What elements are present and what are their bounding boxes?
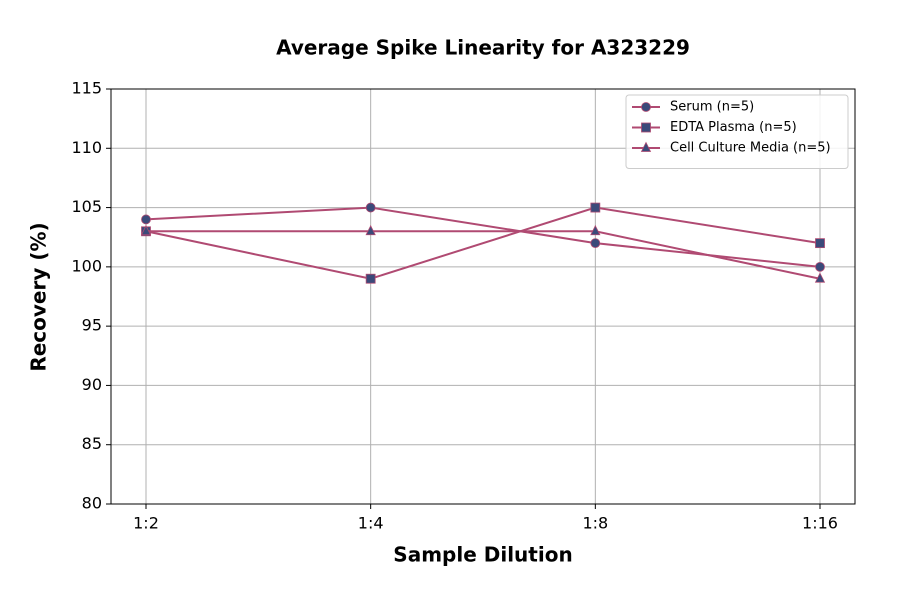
y-tick-label: 100 bbox=[71, 256, 102, 275]
x-tick-label: 1:2 bbox=[133, 514, 159, 533]
marker bbox=[590, 224, 601, 236]
marker bbox=[365, 224, 376, 236]
x-tick-label: 1:8 bbox=[582, 514, 608, 533]
marker bbox=[641, 102, 651, 112]
y-axis-label: Recovery (%) bbox=[27, 222, 51, 371]
series-line bbox=[146, 230, 821, 280]
marker bbox=[365, 273, 376, 284]
marker bbox=[815, 238, 825, 249]
legend: Serum (n=5) EDTA Plasma (n=5) Cell Culture… bbox=[625, 94, 849, 169]
y-tick-label: 85 bbox=[82, 434, 102, 453]
marker bbox=[590, 238, 601, 249]
chart-title: Average Spike Linearity for A323229 bbox=[276, 36, 690, 60]
marker bbox=[815, 261, 825, 272]
legend-box bbox=[625, 94, 849, 169]
marker bbox=[365, 202, 376, 213]
marker bbox=[641, 122, 651, 133]
y-tick-label: 115 bbox=[71, 79, 102, 98]
y-tick-label: 95 bbox=[82, 316, 102, 335]
x-axis-label: Sample Dilution bbox=[393, 543, 572, 567]
series-line bbox=[145, 206, 821, 280]
marker bbox=[141, 214, 151, 225]
axes-frame bbox=[110, 88, 856, 505]
marker bbox=[814, 272, 826, 283]
legend-label: EDTA Plasma (n=5) bbox=[670, 120, 797, 135]
legend-label: Serum (n=5) bbox=[670, 100, 754, 115]
plot bbox=[140, 202, 826, 284]
y-tick-label: 110 bbox=[71, 138, 102, 157]
x-tick-label: 1:16 bbox=[802, 514, 838, 533]
y-tick-label: 105 bbox=[71, 197, 102, 216]
marker bbox=[640, 141, 652, 152]
legend-label: Cell Culture Media (n=5) bbox=[670, 141, 831, 156]
y-tick-label: 80 bbox=[82, 494, 102, 513]
x-tick-label: 1:4 bbox=[358, 514, 384, 533]
marker bbox=[590, 202, 601, 213]
y-tick-label: 90 bbox=[82, 375, 102, 394]
marker bbox=[140, 224, 152, 236]
